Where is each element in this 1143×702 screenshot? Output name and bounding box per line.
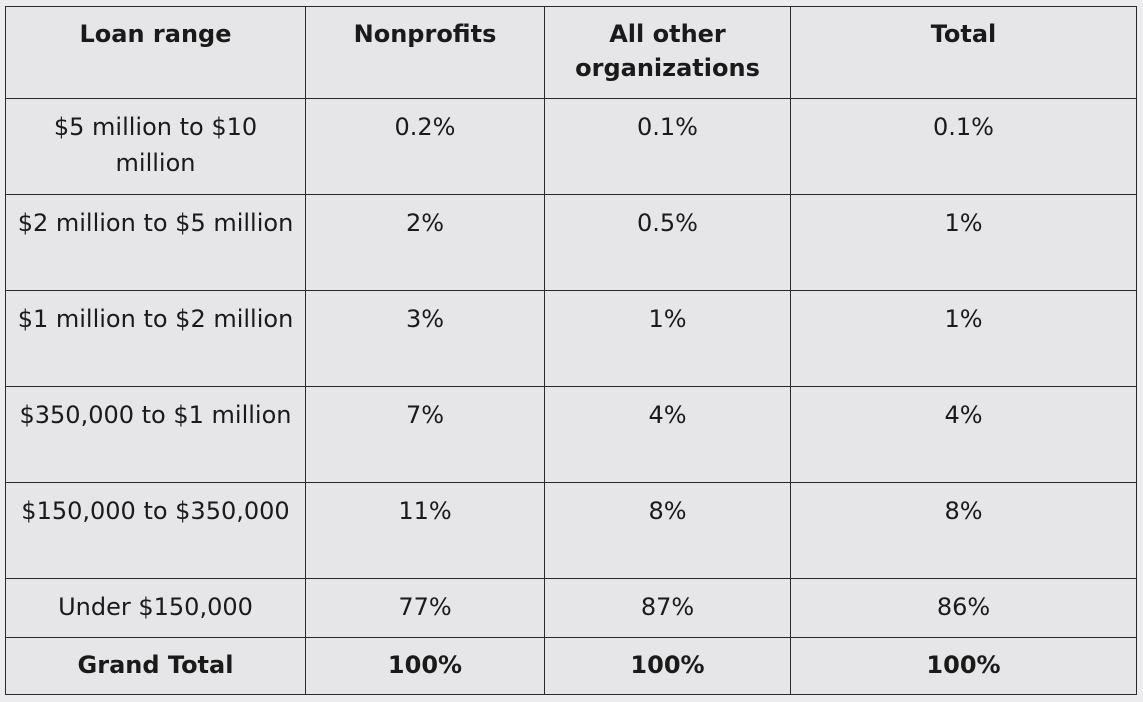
cell-all-other: 87%	[544, 578, 791, 638]
header-loan-range: Loan range	[5, 6, 306, 99]
table-row: $150,000 to $350,000 11% 8% 8%	[5, 482, 1137, 579]
cell-grand-total-nonprofits: 100%	[305, 637, 545, 695]
cell-total: 0.1%	[790, 98, 1137, 195]
cell-all-other: 0.1%	[544, 98, 791, 195]
cell-grand-total-all-other: 100%	[544, 637, 791, 695]
header-all-other-organizations: All other organizations	[544, 6, 791, 99]
cell-nonprofits: 7%	[305, 386, 545, 483]
cell-nonprofits: 0.2%	[305, 98, 545, 195]
cell-nonprofits: 2%	[305, 194, 545, 291]
cell-loan-range: $5 million to $10 million	[5, 98, 306, 195]
cell-total: 1%	[790, 194, 1137, 291]
cell-total: 86%	[790, 578, 1137, 638]
cell-loan-range: $350,000 to $1 million	[5, 386, 306, 483]
cell-loan-range: $150,000 to $350,000	[5, 482, 306, 579]
cell-nonprofits: 11%	[305, 482, 545, 579]
loan-range-table: Loan range Nonprofits All other organizat…	[5, 6, 1137, 695]
header-all-other-line1: All other	[609, 20, 726, 48]
cell-all-other: 0.5%	[544, 194, 791, 291]
table-row: $2 million to $5 million 2% 0.5% 1%	[5, 194, 1137, 291]
cell-all-other: 1%	[544, 290, 791, 387]
cell-total: 8%	[790, 482, 1137, 579]
cell-loan-range: $2 million to $5 million	[5, 194, 306, 291]
header-total: Total	[790, 6, 1137, 99]
table-row: Under $150,000 77% 87% 86%	[5, 578, 1137, 638]
cell-total: 1%	[790, 290, 1137, 387]
cell-loan-range: $1 million to $2 million	[5, 290, 306, 387]
cell-all-other: 4%	[544, 386, 791, 483]
cell-all-other: 8%	[544, 482, 791, 579]
cell-grand-total-label: Grand Total	[5, 637, 306, 695]
cell-nonprofits: 77%	[305, 578, 545, 638]
table-row: $5 million to $10 million 0.2% 0.1% 0.1%	[5, 98, 1137, 195]
table-header-row: Loan range Nonprofits All other organizat…	[5, 6, 1137, 99]
grand-total-row: Grand Total 100% 100% 100%	[5, 637, 1137, 695]
cell-loan-range: Under $150,000	[5, 578, 306, 638]
table-row: $1 million to $2 million 3% 1% 1%	[5, 290, 1137, 387]
cell-nonprofits: 3%	[305, 290, 545, 387]
cell-grand-total-total: 100%	[790, 637, 1137, 695]
table-row: $350,000 to $1 million 7% 4% 4%	[5, 386, 1137, 483]
header-all-other-line2: organizations	[575, 54, 760, 82]
loan-range-table-container: Loan range Nonprofits All other organizat…	[5, 6, 1137, 695]
header-nonprofits: Nonprofits	[305, 6, 545, 99]
cell-total: 4%	[790, 386, 1137, 483]
